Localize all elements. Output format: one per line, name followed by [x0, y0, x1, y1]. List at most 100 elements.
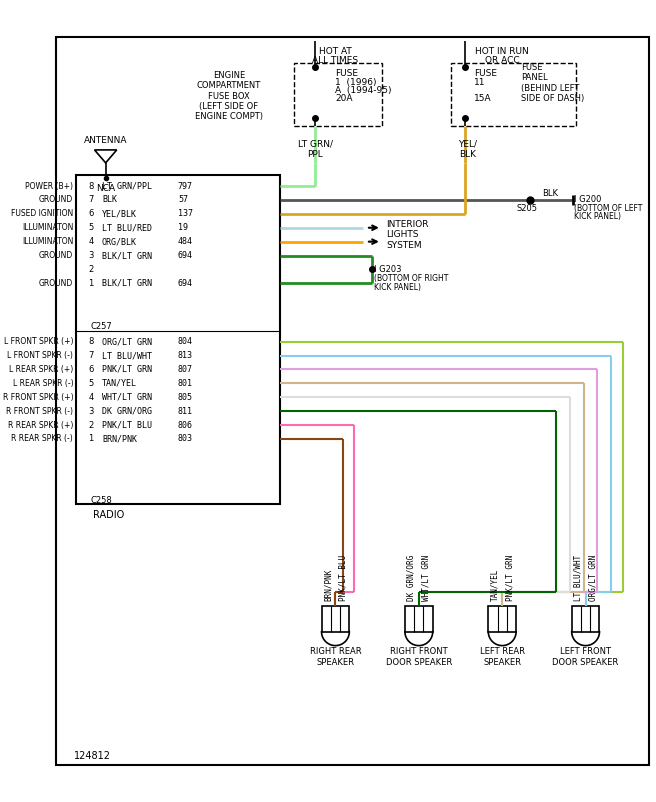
- Text: WHT/LT GRN: WHT/LT GRN: [422, 555, 431, 602]
- Text: R REAR SPKR (-): R REAR SPKR (-): [11, 435, 73, 444]
- Text: LT BLU/RED: LT BLU/RED: [102, 223, 152, 233]
- Text: ORG/LT GRN: ORG/LT GRN: [588, 555, 598, 602]
- Text: I G200: I G200: [575, 196, 602, 205]
- Text: BLK: BLK: [543, 189, 558, 198]
- Bar: [321, 606, 349, 632]
- Text: FUSED IGNITION: FUSED IGNITION: [11, 209, 73, 218]
- Bar: [294, 63, 382, 126]
- Text: PNK/LT BLU: PNK/LT BLU: [338, 555, 347, 602]
- Bar: [488, 606, 516, 632]
- Text: (BOTTOM OF RIGHT: (BOTTOM OF RIGHT: [375, 274, 449, 283]
- Text: WHT/LT GRN: WHT/LT GRN: [102, 393, 152, 402]
- Text: L FRONT SPKR (+): L FRONT SPKR (+): [4, 337, 73, 346]
- Text: ALL TIMES: ALL TIMES: [312, 55, 358, 64]
- Text: 20A: 20A: [335, 95, 353, 103]
- Text: LT BLU/WHT: LT BLU/WHT: [573, 555, 583, 602]
- Text: DK GRN/ORG: DK GRN/ORG: [102, 407, 152, 415]
- Text: 137: 137: [178, 209, 193, 218]
- Text: 811: 811: [178, 407, 193, 415]
- Text: 2: 2: [88, 420, 93, 430]
- Text: L FRONT SPKR (-): L FRONT SPKR (-): [7, 351, 73, 360]
- Text: FUSE: FUSE: [335, 70, 358, 79]
- Text: ORG/BLK: ORG/BLK: [102, 237, 137, 246]
- Text: 694: 694: [178, 251, 193, 260]
- Text: L REAR SPKR (-): L REAR SPKR (-): [12, 379, 73, 388]
- Text: 57: 57: [178, 196, 188, 205]
- Text: FUSE: FUSE: [474, 70, 497, 79]
- Text: RIGHT FRONT
DOOR SPEAKER: RIGHT FRONT DOOR SPEAKER: [386, 647, 452, 666]
- Text: 1  (1996): 1 (1996): [335, 78, 377, 87]
- Text: PNK/LT GRN: PNK/LT GRN: [505, 555, 514, 602]
- Text: OR ACC: OR ACC: [485, 55, 520, 64]
- Text: 694: 694: [178, 279, 193, 288]
- Text: C257: C257: [91, 322, 113, 331]
- Text: 6: 6: [88, 209, 94, 218]
- Text: RIGHT REAR
SPEAKER: RIGHT REAR SPEAKER: [310, 647, 361, 666]
- Text: 807: 807: [178, 365, 193, 374]
- Text: BRN/PNK: BRN/PNK: [323, 569, 333, 602]
- Text: L REAR SPKR (+): L REAR SPKR (+): [9, 365, 73, 374]
- Text: TAN/YEL: TAN/YEL: [102, 379, 137, 388]
- Text: BLK/LT GRN: BLK/LT GRN: [102, 279, 152, 288]
- Text: S205: S205: [517, 204, 538, 213]
- Text: INTERIOR
LIGHTS
SYSTEM: INTERIOR LIGHTS SYSTEM: [386, 220, 429, 249]
- Text: LT GRN/
PPL: LT GRN/ PPL: [298, 140, 333, 159]
- Text: 124812: 124812: [74, 751, 111, 761]
- Text: PNK/LT GRN: PNK/LT GRN: [102, 365, 152, 374]
- Text: GROUND: GROUND: [39, 279, 73, 288]
- Text: LEFT FRONT
DOOR SPEAKER: LEFT FRONT DOOR SPEAKER: [552, 647, 619, 666]
- Text: KICK PANEL): KICK PANEL): [375, 282, 421, 292]
- Text: BRN/PNK: BRN/PNK: [102, 435, 137, 444]
- Text: YEL/
BLK: YEL/ BLK: [459, 140, 478, 159]
- Text: R FRONT SPKR (+): R FRONT SPKR (+): [3, 393, 73, 402]
- Text: NCA: NCA: [96, 184, 115, 193]
- Text: I G203: I G203: [375, 265, 402, 274]
- Text: BLK: BLK: [102, 196, 117, 205]
- Text: BLK/LT GRN: BLK/LT GRN: [102, 251, 152, 260]
- Text: 15A: 15A: [474, 95, 492, 103]
- Text: 5: 5: [88, 223, 93, 233]
- Text: 4: 4: [88, 237, 93, 246]
- Bar: [451, 63, 577, 126]
- Bar: [76, 175, 280, 504]
- Text: ILLUMINATON: ILLUMINATON: [22, 223, 73, 233]
- Text: 806: 806: [178, 420, 193, 430]
- Text: 7: 7: [88, 351, 94, 360]
- Text: 1: 1: [88, 435, 93, 444]
- Text: 19: 19: [178, 223, 188, 233]
- Text: 5: 5: [88, 379, 93, 388]
- Text: LT BLU/WHT: LT BLU/WHT: [102, 351, 152, 360]
- Text: 11: 11: [474, 78, 486, 87]
- Text: GROUND: GROUND: [39, 196, 73, 205]
- Text: 2: 2: [88, 265, 93, 274]
- Text: 801: 801: [178, 379, 193, 388]
- Text: 1: 1: [88, 279, 93, 288]
- Text: ORG/LT GRN: ORG/LT GRN: [102, 337, 152, 346]
- Text: RADIO: RADIO: [92, 510, 124, 520]
- Text: 3: 3: [88, 407, 94, 415]
- Text: YEL/BLK: YEL/BLK: [102, 209, 137, 218]
- Text: C258: C258: [91, 496, 113, 504]
- Text: R FRONT SPKR (-): R FRONT SPKR (-): [6, 407, 73, 415]
- Text: TAN/YEL: TAN/YEL: [490, 569, 499, 602]
- Text: PNK/LT BLU: PNK/LT BLU: [102, 420, 152, 430]
- Text: 4: 4: [88, 393, 93, 402]
- Text: LT GRN/PPL: LT GRN/PPL: [102, 181, 152, 191]
- Text: 3: 3: [88, 251, 94, 260]
- Text: 804: 804: [178, 337, 193, 346]
- Text: DK GRN/ORG: DK GRN/ORG: [407, 555, 416, 602]
- Text: 8: 8: [88, 337, 94, 346]
- Polygon shape: [94, 150, 117, 163]
- Bar: [571, 606, 600, 632]
- Text: 8: 8: [88, 181, 94, 191]
- Text: R REAR SPKR (+): R REAR SPKR (+): [8, 420, 73, 430]
- Bar: [405, 606, 433, 632]
- Text: 484: 484: [178, 237, 193, 246]
- Text: GROUND: GROUND: [39, 251, 73, 260]
- Text: FUSE
PANEL
(BEHIND LEFT
SIDE OF DASH): FUSE PANEL (BEHIND LEFT SIDE OF DASH): [521, 63, 584, 103]
- Text: 6: 6: [88, 365, 94, 374]
- Text: 7: 7: [88, 196, 94, 205]
- Text: 813: 813: [178, 351, 193, 360]
- Text: ANTENNA: ANTENNA: [84, 136, 127, 145]
- Text: 803: 803: [178, 435, 193, 444]
